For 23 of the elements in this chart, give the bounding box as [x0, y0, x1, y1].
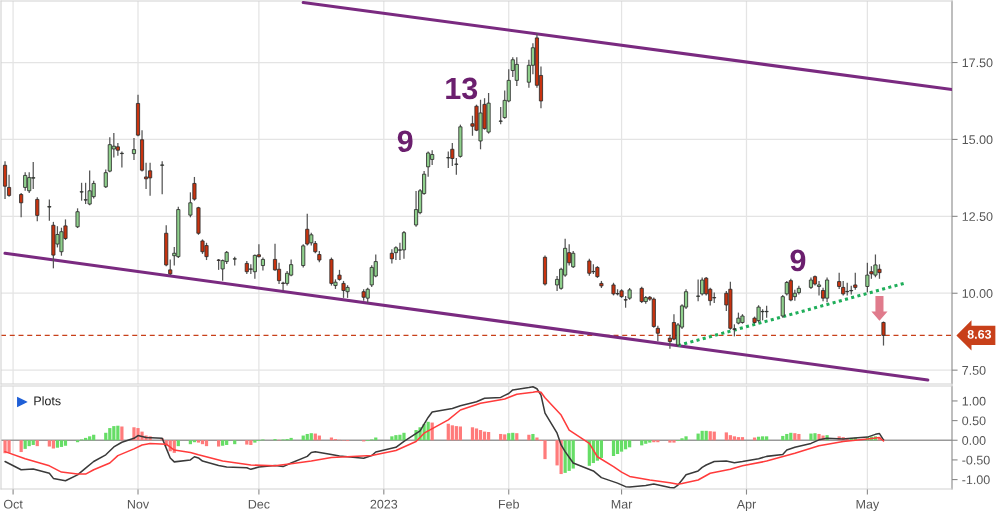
y-tick-label: 10.00: [962, 289, 993, 298]
y-tick-label: 17.50: [962, 58, 993, 68]
x-tick-label: Apr: [736, 499, 757, 512]
y-tick-label: 0.50: [962, 416, 986, 426]
x-tick-label: Mar: [611, 499, 633, 509]
x-tick-label: Feb: [498, 499, 519, 509]
x-tick-label: Nov: [127, 499, 150, 509]
y-tick-label: -0.50: [962, 455, 990, 465]
ref-line-label: 8.63: [967, 329, 992, 339]
y-tick-label: 1.00: [962, 396, 986, 406]
annotation: 9: [790, 249, 806, 272]
x-tick-label: May: [856, 499, 880, 512]
annotation: 13: [446, 77, 478, 100]
y-tick-label: 12.50: [962, 212, 993, 221]
y-tick-label: 15.00: [962, 135, 993, 145]
x-tick-label: Oct: [3, 499, 23, 509]
x-tick-label: 2023: [370, 499, 398, 509]
y-tick-label: -1.00: [962, 475, 990, 485]
annotation: Plots: [34, 396, 61, 406]
y-tick-label: 0.00: [962, 436, 986, 445]
y-tick-label: 7.50: [962, 365, 986, 375]
x-tick-label: Dec: [248, 499, 270, 509]
annotation: 9: [397, 130, 413, 153]
